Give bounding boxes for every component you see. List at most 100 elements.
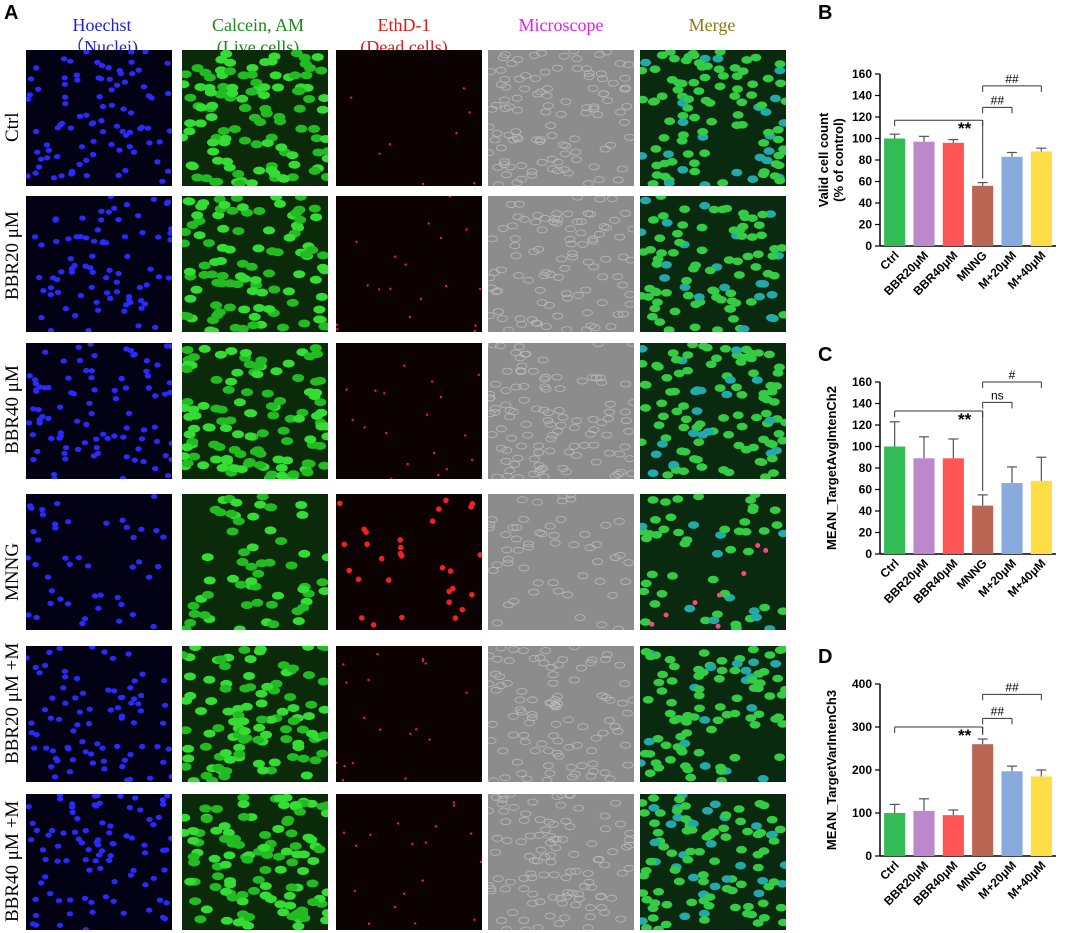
panel-label-a: A	[4, 2, 19, 24]
x-tick-label: Ctrl	[877, 556, 902, 581]
significance-bracket: ##	[982, 704, 1013, 725]
y-tick-label: 300	[852, 720, 872, 734]
micrograph-mnng-ethd1	[336, 494, 482, 630]
column-title: Hoechst	[72, 15, 132, 35]
panel-label-b: B	[818, 2, 833, 24]
significance-label: ##	[1005, 680, 1019, 694]
bar-M+20μM	[1001, 156, 1023, 246]
significance-bracket: ##	[982, 680, 1042, 701]
y-tick-label: 100	[852, 440, 872, 454]
significance-bracket: ##	[982, 72, 1042, 92]
micrograph-bbr20-microscope	[488, 196, 634, 332]
y-tick-label: 140	[852, 89, 872, 103]
y-tick-label: 120	[852, 418, 872, 432]
micrograph-bbr20-hoechst	[26, 196, 172, 332]
row-label-ctrl: Ctrl	[2, 112, 23, 142]
chart-c-mean-target-avg-inten: 0 20 40 60 80 100 120 140 160 MEAN_TargetAvgInten…	[824, 370, 1056, 606]
micrograph-bbr20-ethd1	[336, 196, 482, 332]
bar-MNNG	[972, 505, 994, 554]
y-axis-label: (% of control)	[831, 118, 846, 202]
y-tick-label: 400	[852, 677, 872, 691]
significance-label: ##	[991, 93, 1005, 107]
bar-M+20μM	[1001, 483, 1023, 554]
panel-label-d: D	[818, 646, 833, 668]
micrograph-ctrl-merge	[640, 50, 786, 186]
significance-label: ##	[991, 704, 1005, 718]
bar-BBR20μM	[913, 458, 935, 554]
significance-bracket: **	[894, 726, 984, 745]
bar-BBR40μM	[942, 142, 964, 246]
micrograph-ctrl-microscope	[488, 50, 634, 186]
y-tick-label: 200	[852, 763, 872, 777]
micrograph-bbr40-m-microscope	[488, 794, 634, 930]
micrograph-bbr40-m-merge	[640, 794, 786, 930]
bar-BBR20μM	[913, 141, 935, 246]
bar-M+40μM	[1030, 151, 1052, 246]
bar-M+40μM	[1030, 480, 1052, 554]
significance-bracket: **	[894, 410, 984, 491]
y-tick-label: 100	[852, 132, 872, 146]
micrograph-bbr40-ethd1	[336, 343, 482, 479]
panel-label-c: C	[818, 344, 833, 366]
bar-Ctrl	[884, 138, 906, 246]
micrograph-bbr40-merge	[640, 343, 786, 479]
bar-M+40μM	[1030, 776, 1052, 856]
significance-bracket: #	[982, 370, 1042, 388]
micrograph-bbr20-merge	[640, 196, 786, 332]
y-tick-label: 140	[852, 397, 872, 411]
micrograph-bbr20-m-calcein	[182, 646, 328, 782]
column-title: Merge	[688, 15, 736, 35]
bar-MNNG	[972, 185, 994, 246]
micrograph-bbr20-m-microscope	[488, 646, 634, 782]
micrograph-ctrl-hoechst	[26, 50, 172, 186]
y-axis-label: Valid cell count	[816, 112, 831, 207]
micrograph-mnng-merge	[640, 494, 786, 630]
column-title: Microscope	[518, 15, 604, 35]
y-tick-label: 60	[859, 483, 873, 497]
y-tick-label: 160	[852, 375, 872, 389]
y-tick-label: 20	[859, 218, 873, 232]
significance-bracket: ns	[982, 388, 1013, 409]
micrograph-bbr20-m-ethd1	[336, 646, 482, 782]
y-tick-label: 40	[859, 504, 873, 518]
micrograph-mnng-hoechst	[26, 494, 172, 630]
column-header-microscope: Microscope	[481, 14, 641, 36]
chart-d-mean-target-var-inten: 0100200300400MEAN_TargetVarIntenCh3CtrlB…	[824, 677, 1056, 908]
y-tick-label: 0	[865, 547, 872, 561]
bar-BBR20μM	[913, 810, 935, 856]
micrograph-bbr20-m-hoechst	[26, 646, 172, 782]
micrograph-bbr40-m-ethd1	[336, 794, 482, 930]
row-label-bbr20: BBR20 μM	[2, 211, 23, 300]
row-label-bbr20-m: BBR20 μM +M	[2, 642, 23, 764]
y-tick-label: 80	[859, 153, 873, 167]
x-tick-label: Ctrl	[877, 858, 902, 883]
y-tick-label: 40	[859, 196, 873, 210]
y-tick-label: 0	[865, 239, 872, 253]
y-tick-label: 0	[865, 849, 872, 863]
y-tick-label: 120	[852, 110, 872, 124]
micrograph-mnng-calcein	[182, 494, 328, 630]
micrograph-bbr40-m-hoechst	[26, 794, 172, 930]
significance-label: ##	[1005, 72, 1019, 86]
y-tick-label: 60	[859, 175, 873, 189]
micrograph-bbr20-calcein	[182, 196, 328, 332]
micrograph-bbr20-m-merge	[640, 646, 786, 782]
micrograph-ctrl-ethd1	[336, 50, 482, 186]
micrograph-bbr40-calcein	[182, 343, 328, 479]
y-axis-label: MEAN_TargetAvgIntenCh2	[824, 386, 839, 550]
micrograph-ctrl-calcein	[182, 50, 328, 186]
bar-Ctrl	[884, 446, 906, 554]
y-tick-label: 160	[852, 67, 872, 81]
significance-bracket: ##	[982, 93, 1013, 114]
micrograph-bbr40-microscope	[488, 343, 634, 479]
bar-M+20μM	[1001, 771, 1023, 856]
micrograph-bbr40-m-calcein	[182, 794, 328, 930]
micrograph-mnng-microscope	[488, 494, 634, 630]
bar-BBR40μM	[942, 458, 964, 554]
bar-Ctrl	[884, 813, 906, 856]
significance-label: **	[958, 726, 972, 745]
row-label-mnng: MNNG	[2, 542, 23, 601]
bar-BBR40μM	[942, 815, 964, 856]
x-tick-label: Ctrl	[877, 248, 902, 273]
significance-label: #	[1009, 370, 1016, 382]
